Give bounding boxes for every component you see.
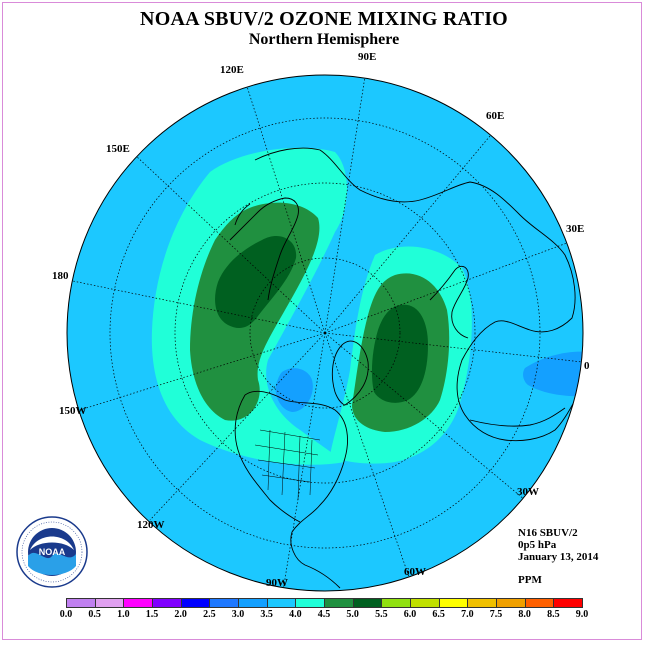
colorbar-swatch [66,598,96,608]
meridians [67,75,583,591]
colorbar-swatch [180,598,211,608]
lon-label-180: 180 [52,270,69,282]
date-label: January 13, 2014 [518,551,599,563]
lon-label-150w: 150W [59,405,87,417]
colorbar-swatch [209,598,239,608]
colorbar-tick-label: 1.0 [117,609,130,620]
colorbar-tick-label: 1.5 [145,609,159,620]
lon-label-120w: 120W [137,519,165,531]
colorbar-swatch [467,598,497,608]
pressure-level-label: 0p5 hPa [518,539,557,551]
colorbar-swatch [123,598,153,608]
colorbar-tick-label: 0.0 [59,609,73,620]
lon-label-30w: 30W [517,486,539,498]
colorbar-tick-label: 6.0 [403,609,417,620]
ozone-contour-4-5-west [215,236,297,329]
colorbar-tick-label: 3.0 [231,609,245,620]
lon-label-90w: 90W [266,577,288,589]
ozone-low-2-5-pole [275,368,313,412]
lon-label-30e: 30E [566,223,585,235]
colorbar-tick-label: 9.0 [575,609,589,620]
lon-label-90e: 90E [358,51,377,63]
colorbar-swatch [324,598,354,608]
colorbar-swatch [496,598,526,608]
lon-label-60w: 60W [404,566,426,578]
noaa-logo-text: NOAA [39,547,66,557]
colorbar-tick-label: 0.5 [88,609,101,620]
map-field [67,75,583,591]
colorbar-tick-label: 3.5 [260,609,273,620]
colorbar-swatch [352,598,383,608]
map-subtitle: Northern Hemisphere [248,31,400,48]
colorbar-tick-label: 8.5 [547,609,560,620]
state-boundaries [254,429,321,501]
lon-label-120e: 120E [220,64,244,76]
colorbar-swatch [295,598,325,608]
ozone-low-2-5-atlantic [523,351,583,397]
colorbar-swatch [266,598,297,608]
colorbar-swatch [152,598,182,608]
satellite-label: N16 SBUV/2 [518,527,578,539]
lon-label-60e: 60E [486,110,505,122]
colorbar-tick-label: 7.0 [461,609,474,620]
colorbar-tick-label: 8.0 [518,609,531,620]
latitude-circles [109,117,541,549]
coastlines [229,147,579,589]
colorbar-swatch [524,598,555,608]
colorbar-tick-label: 4.0 [289,609,302,620]
colorbar-tick-label: 2.0 [174,609,187,620]
colorbar-swatch [381,598,411,608]
ozone-contour-4-5-east [371,304,428,403]
units-label: PPM [518,574,542,586]
noaa-logo: NOAA [16,516,88,588]
map-title: NOAA SBUV/2 OZONE MIXING RATIO [140,8,508,30]
colorbar-tick-label: 7.5 [489,609,503,620]
colorbar-swatch [438,598,469,608]
colorbar-tick-label: 6.5 [432,609,445,620]
colorbar-swatch [553,598,583,608]
lon-label-150e: 150E [106,143,130,155]
colorbar-swatch [410,598,440,608]
colorbar-tick-label: 4.5 [317,609,331,620]
globe-outline [66,74,584,592]
colorbar-tick-label: 5.5 [375,609,388,620]
lon-label-0: 0 [584,360,590,372]
colorbar-tick-label: 5.0 [346,609,359,620]
colorbar-swatch [94,598,125,608]
colorbar-tick-label: 2.5 [203,609,216,620]
colorbar-swatch [238,598,268,608]
